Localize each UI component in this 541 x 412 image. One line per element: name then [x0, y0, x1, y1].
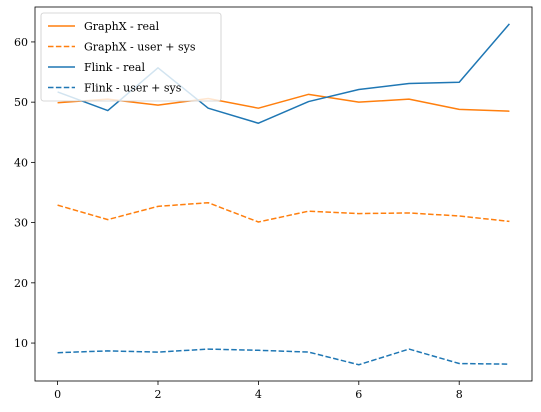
legend: GraphX - real GraphX - user + sys Flink - …: [40, 12, 222, 102]
x-tick-label: 2: [154, 388, 161, 401]
legend-box: [40, 12, 222, 102]
x-tick-label: 4: [255, 388, 262, 401]
legend-label-1: GraphX - real: [84, 20, 160, 33]
legend-label-3: Flink - real: [84, 61, 145, 74]
x-tick-label: 8: [456, 388, 463, 401]
y-tick-label: 20: [14, 277, 28, 290]
legend-label-4: Flink - user + sys: [84, 82, 182, 95]
y-tick-label: 30: [14, 217, 28, 230]
x-tick-label: 0: [54, 388, 61, 401]
series-line-2: [57, 201, 510, 223]
y-tick-label: 60: [14, 36, 28, 49]
plot-area: [34, 6, 533, 382]
y-tick-label: 40: [14, 156, 28, 169]
y-tick-label: 10: [14, 337, 28, 350]
x-axis: 0 2 4 6 8: [54, 381, 463, 401]
series-line-4: [57, 348, 510, 366]
x-tick-label: 6: [355, 388, 362, 401]
y-axis: 10 20 30 40 50 60: [14, 36, 35, 350]
y-tick-label: 50: [14, 96, 28, 109]
series-line-1: [57, 93, 510, 112]
axes-frame: [34, 6, 533, 382]
legend-label-2: GraphX - user + sys: [84, 41, 196, 54]
